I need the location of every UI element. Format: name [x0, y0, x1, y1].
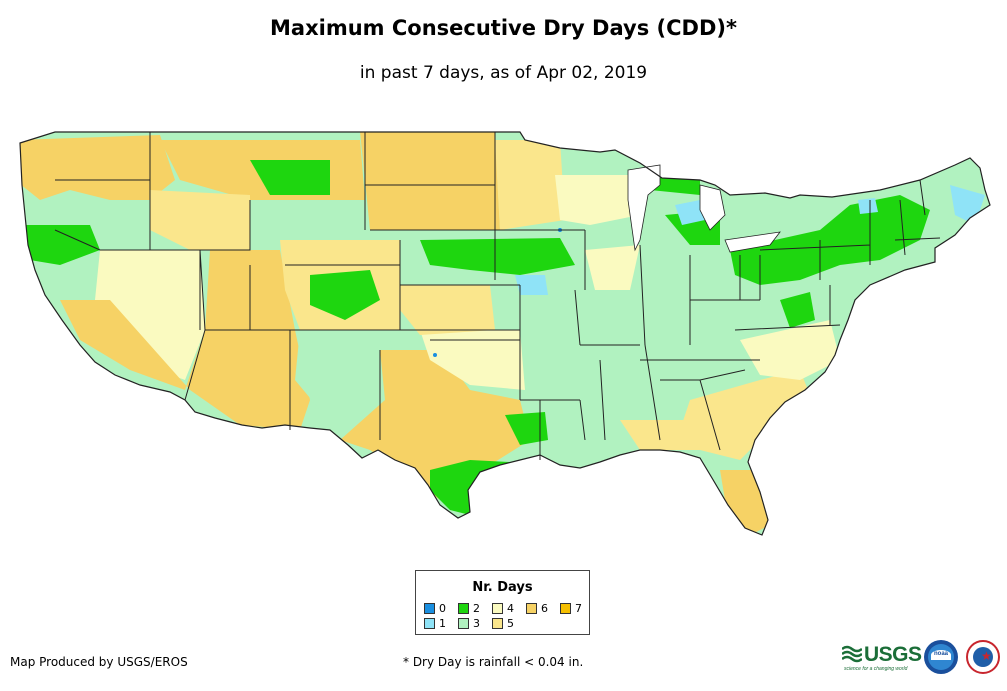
noaa-logo: noaa — [924, 640, 958, 674]
nws-star-icon: ★ — [981, 649, 992, 663]
legend-item-3: 3 — [458, 618, 480, 630]
legend-swatch — [458, 618, 469, 629]
legend-label: 0 — [439, 602, 446, 615]
agency-logos: USGS science for a changing world noaa ★ — [842, 640, 1007, 674]
map-subtitle: in past 7 days, as of Apr 02, 2019 — [359, 63, 648, 83]
legend-label: 1 — [439, 617, 446, 630]
legend-swatch — [458, 603, 469, 614]
legend-swatch — [560, 603, 571, 614]
legend-item-6: 6 — [526, 603, 548, 615]
legend-title: Nr. Days — [472, 580, 533, 595]
noaa-emblem: noaa — [928, 644, 954, 670]
legend-label: 3 — [473, 617, 480, 630]
legend-label: 5 — [507, 617, 514, 630]
usgs-logo-text: USGS — [864, 643, 922, 666]
noaa-logo-text: noaa — [933, 651, 948, 657]
legend-swatch — [424, 603, 435, 614]
legend-swatch — [424, 618, 435, 629]
nws-logo: ★ — [966, 640, 1000, 674]
noaa-bird-icon: noaa — [931, 650, 951, 660]
legend: Nr. Days 0 1 2 3 4 5 6 7 — [415, 570, 590, 635]
legend-item-2: 2 — [458, 603, 480, 615]
legend-swatch — [492, 618, 503, 629]
legend-swatch — [492, 603, 503, 614]
producer-credit: Map Produced by USGS/EROS — [10, 655, 188, 669]
legend-item-7: 7 — [560, 603, 582, 615]
legend-item-1: 1 — [424, 618, 446, 630]
legend-item-5: 5 — [492, 618, 514, 630]
usgs-logo: USGS — [842, 643, 922, 667]
legend-label: 7 — [575, 602, 582, 615]
usgs-tagline: science for a changing world — [844, 666, 908, 672]
legend-label: 6 — [541, 602, 548, 615]
nws-emblem: ★ — [973, 647, 993, 667]
legend-item-4: 4 — [492, 603, 514, 615]
state-borders — [54, 132, 941, 460]
dry-day-footnote: * Dry Day is rainfall < 0.04 in. — [403, 655, 584, 669]
legend-item-0: 0 — [424, 603, 446, 615]
legend-label: 2 — [473, 602, 480, 615]
map-title: Maximum Consecutive Dry Days (CDD)* — [270, 16, 737, 40]
usgs-wave-icon — [842, 645, 862, 663]
legend-label: 4 — [507, 602, 514, 615]
legend-swatch — [526, 603, 537, 614]
